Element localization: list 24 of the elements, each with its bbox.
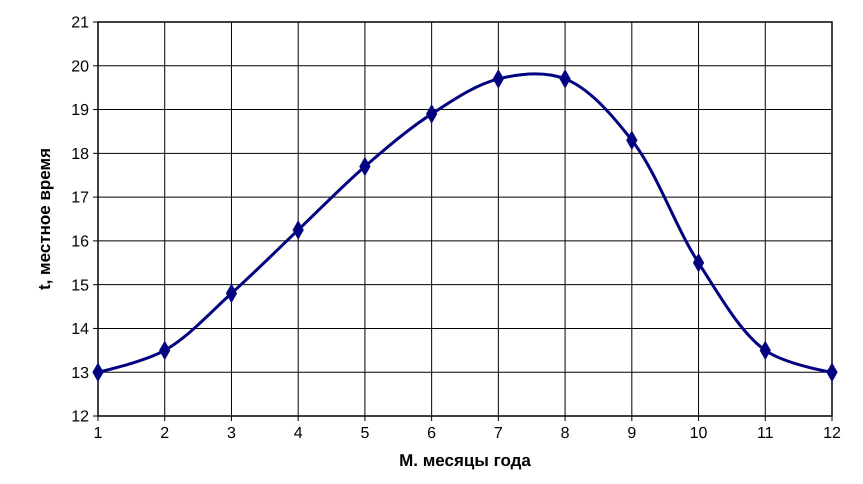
y-tick-label: 13	[71, 364, 90, 382]
y-axis-title: t, местное время	[35, 148, 54, 290]
x-tick-label: 2	[160, 425, 170, 442]
x-tick-label: 5	[360, 425, 370, 442]
y-tick-label: 20	[71, 58, 90, 76]
y-tick-label: 16	[71, 233, 90, 250]
x-tick-label: 10	[690, 425, 708, 442]
x-tick-label: 11	[756, 425, 774, 442]
x-tick-label: 7	[494, 425, 503, 442]
x-tick-label: 12	[823, 425, 841, 442]
y-tick-label: 15	[71, 277, 90, 294]
x-tick-label: 3	[227, 425, 236, 442]
x-tick-label: 9	[627, 425, 636, 442]
y-tick-label: 12	[71, 408, 90, 426]
y-tick-label: 21	[71, 14, 90, 32]
y-tick-label: 17	[71, 190, 90, 207]
y-tick-label: 19	[71, 102, 90, 120]
x-tick-label: 6	[427, 425, 436, 442]
y-tick-label: 14	[71, 321, 90, 338]
x-tick-label: 1	[94, 425, 103, 442]
x-tick-label: 4	[294, 425, 303, 442]
x-axis-title: М. месяцы года	[399, 451, 532, 470]
y-tick-label: 18	[71, 146, 90, 163]
x-tick-label: 8	[560, 425, 570, 442]
